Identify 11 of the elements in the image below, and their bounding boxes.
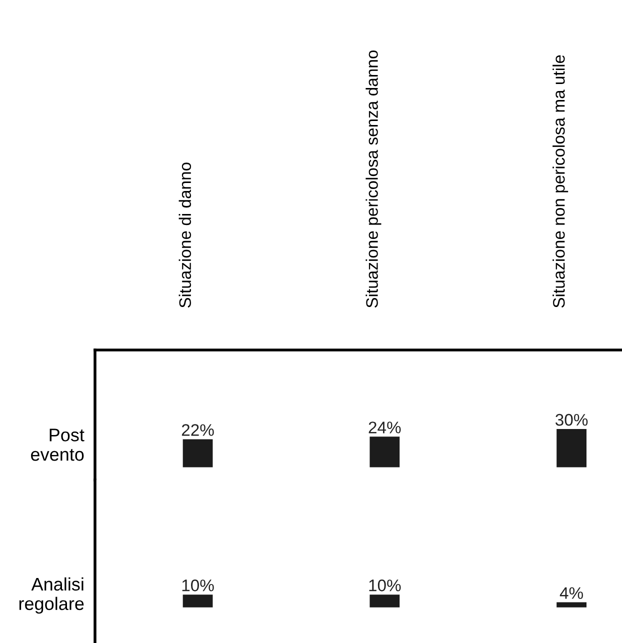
data-label: 10% [182, 580, 214, 592]
data-label: 30% [556, 414, 588, 426]
data-label: 10% [369, 580, 401, 592]
data-label: 22% [182, 424, 214, 436]
x-tick-label: Situazione pericolosa senza danno [366, 50, 382, 308]
data-label: 24% [368, 422, 401, 434]
data-label: 4% [560, 587, 583, 599]
y-axis-title: Post evento [31, 428, 84, 461]
x-tick-label: Situazione non pericolosa ma utile [552, 55, 568, 308]
x-tick-label: Situazione di danno [178, 162, 192, 308]
y-axis-title: Analisi regolare [19, 577, 84, 614]
